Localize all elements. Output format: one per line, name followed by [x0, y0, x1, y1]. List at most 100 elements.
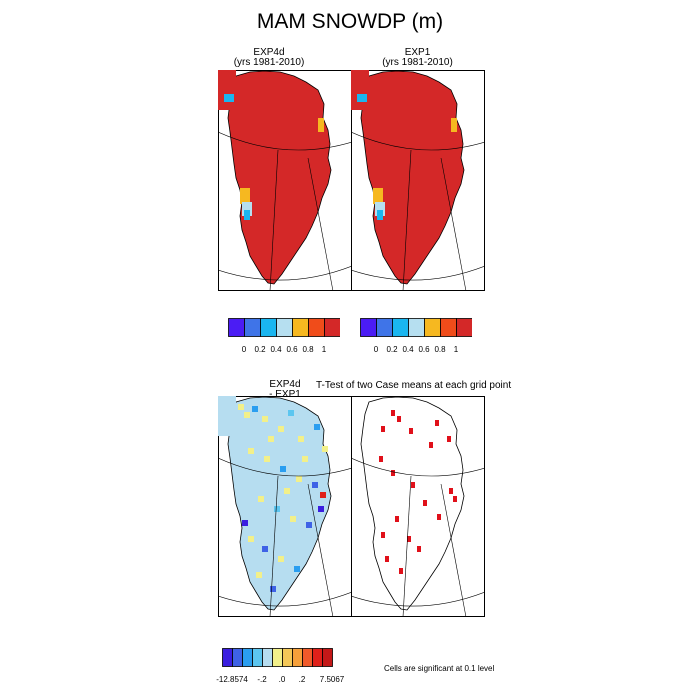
panel-diff-line1: EXP4d	[269, 379, 301, 390]
diff-cell	[298, 436, 304, 442]
diff-cell	[296, 476, 302, 482]
diff-cell	[258, 496, 264, 502]
nw-land	[218, 396, 236, 436]
nw-lowsnow-1	[224, 94, 234, 102]
colorbar-box	[232, 648, 243, 667]
nw-land	[351, 70, 369, 110]
diff-cell	[274, 506, 280, 512]
significant-cell	[391, 410, 395, 416]
significant-cell	[453, 496, 457, 502]
graticule-lon-1	[269, 149, 279, 291]
colorbar-box	[360, 318, 377, 337]
significant-cell	[449, 488, 453, 494]
colorbar-box	[282, 648, 293, 667]
colorbar-box	[424, 318, 441, 337]
significant-cell	[399, 568, 403, 574]
colorbar-box	[308, 318, 325, 337]
colorbar-exp1-labels: 0 0.2 0.4 0.6 0.8 1	[360, 343, 472, 355]
significant-cell	[395, 516, 399, 522]
colorbar-box	[324, 318, 341, 337]
sw-margin-1	[240, 188, 250, 204]
colorbar-box	[262, 648, 273, 667]
colorbar-diff-boxes	[222, 648, 333, 667]
colorbar-box	[272, 648, 283, 667]
colorbar-tick-label: .2	[298, 675, 306, 684]
colorbar-box	[376, 318, 393, 337]
graticule-lat-2	[351, 591, 485, 607]
map-ttest	[351, 396, 485, 617]
colorbar-tick-label: 0.2	[254, 345, 266, 354]
diff-cell	[278, 556, 284, 562]
colorbar-box	[242, 648, 253, 667]
colorbar-tick-label: 0	[373, 345, 379, 354]
diff-cell	[238, 404, 244, 410]
colorbar-tick-label: 0.6	[418, 345, 430, 354]
figure-title: MAM SNOWDP (m)	[256, 10, 444, 33]
diff-cell	[242, 520, 248, 526]
diff-cell	[322, 446, 328, 452]
graticule-lon-1	[269, 475, 279, 617]
significant-cell	[379, 456, 383, 462]
map-diff	[218, 396, 352, 617]
colorbar-box	[276, 318, 293, 337]
diff-cell	[284, 488, 290, 494]
ne-coast-1	[451, 118, 457, 132]
colorbar-exp4d-labels: 0 0.2 0.4 0.6 0.8 1	[228, 343, 340, 355]
graticule-lon-2	[307, 157, 334, 291]
diff-cell	[256, 572, 262, 578]
colorbar-box	[252, 648, 263, 667]
colorbar-box	[392, 318, 409, 337]
sw-margin-1	[373, 188, 383, 204]
panel-diff-line2: - EXP1	[269, 389, 301, 400]
graticule-lat-1	[218, 457, 352, 477]
sw-margin-2	[242, 202, 252, 216]
significant-cell	[447, 436, 451, 442]
diff-cell	[262, 546, 268, 552]
significant-cell	[385, 556, 389, 562]
colorbar-tick-label: 0.8	[434, 345, 446, 354]
graticule-lat-2	[218, 265, 352, 281]
colorbar-tick-label: 1	[453, 345, 459, 354]
map-exp4d	[218, 70, 352, 291]
colorbar-exp1: 0 0.2 0.4 0.6 0.8 1	[360, 318, 473, 355]
colorbar-box	[260, 318, 277, 337]
sw-margin-3	[244, 210, 250, 220]
diff-cell	[244, 412, 250, 418]
colorbar-box	[456, 318, 473, 337]
diff-cell	[314, 424, 320, 430]
panel-exp1-line1: EXP1	[404, 47, 431, 58]
diff-cell	[294, 566, 300, 572]
graticule-lon-2	[307, 483, 334, 617]
graticule-lon-1	[402, 475, 412, 617]
colorbar-tick-label: -12.8574	[216, 675, 248, 684]
diff-cell	[318, 506, 324, 512]
colorbar-tick-label: -.2	[257, 675, 267, 684]
panel-exp4d-line1: EXP4d	[253, 47, 285, 58]
panel-exp4d-line2: (yrs 1981-2010)	[233, 57, 305, 68]
graticule-lat-1	[351, 131, 485, 151]
significant-cell	[391, 470, 395, 476]
colorbar-tick-label: 0.4	[402, 345, 414, 354]
graticule-lat-2	[218, 591, 352, 607]
panel-title-exp1: EXP1 (yrs 1981-2010)	[351, 48, 484, 68]
graticule-lat-1	[351, 457, 485, 477]
significant-cell	[411, 482, 415, 488]
diff-cell	[248, 536, 254, 542]
diff-cell	[270, 586, 276, 592]
greenland-landmass	[360, 70, 465, 285]
colorbar-box	[312, 648, 323, 667]
colorbar-box	[440, 318, 457, 337]
colorbar-diff-labels: -12.8574 -.2 .0 .2 7.5067	[216, 673, 344, 685]
graticule-lon-2	[440, 157, 467, 291]
significant-cell	[407, 536, 411, 542]
significant-cell	[417, 546, 421, 552]
diff-cell	[290, 516, 296, 522]
diff-cell	[264, 456, 270, 462]
significant-cells	[379, 410, 457, 574]
significant-cell	[381, 532, 385, 538]
diff-cells	[238, 404, 328, 592]
panel-title-ttest: T-Test of two Case means at each grid po…	[316, 380, 512, 391]
colorbar-exp4d: 0 0.2 0.4 0.6 0.8 1	[228, 318, 341, 355]
colorbar-tick-label: 0.6	[286, 345, 298, 354]
panel-title-exp4d: EXP4d (yrs 1981-2010)	[219, 48, 319, 68]
